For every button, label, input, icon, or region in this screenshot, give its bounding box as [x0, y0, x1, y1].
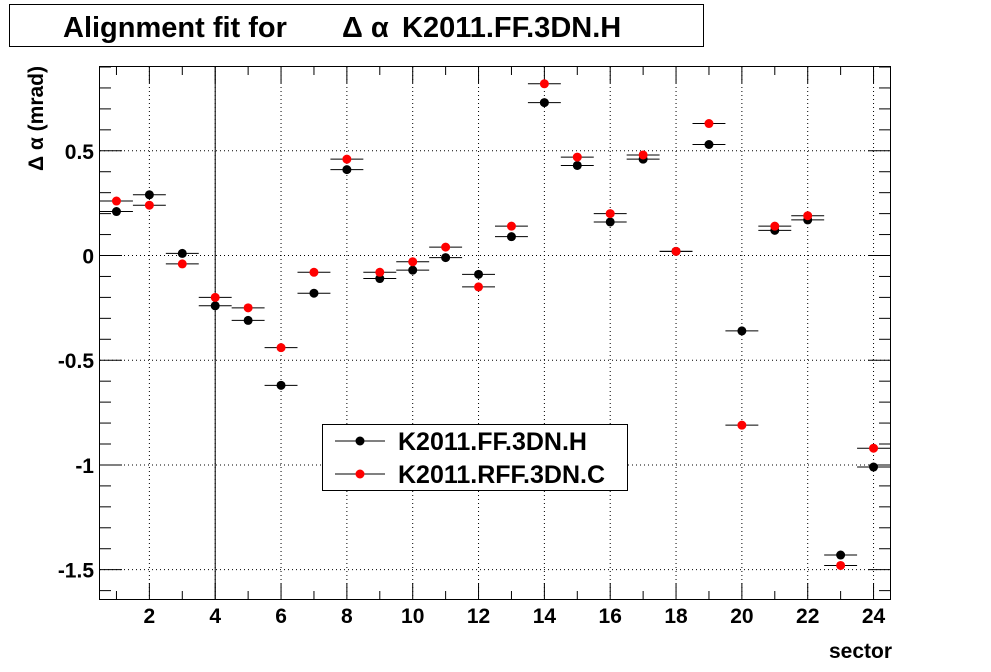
point-s2 [111, 196, 121, 206]
point-s2 [276, 343, 286, 353]
point-s2 [539, 79, 549, 89]
point-s1 [836, 550, 846, 560]
point-s1 [704, 139, 714, 149]
x-tick-label: 22 [796, 605, 819, 628]
point-s2 [671, 246, 681, 256]
point-s1 [539, 98, 549, 108]
point-s1 [375, 274, 385, 284]
chart-title-prefix: Alignment fit for [63, 12, 287, 44]
x-tick-label: 4 [209, 605, 221, 628]
point-s2 [309, 267, 319, 277]
title-box: Alignment fit for Δ α K2011.FF.3DN.H [9, 4, 704, 47]
point-s2 [441, 242, 451, 252]
y-tick-label: 0.5 [65, 141, 95, 164]
x-tick-label: 14 [533, 605, 557, 628]
point-s2 [704, 119, 714, 129]
point-s1 [869, 462, 879, 472]
point-s2 [803, 211, 813, 221]
x-tick-label: 12 [467, 605, 490, 628]
legend-label-2: K2011.RFF.3DN.C [398, 461, 605, 489]
legend-entry-2: K2011.RFF.3DN.C [335, 461, 605, 489]
point-s1 [441, 253, 451, 263]
legend-label-1: K2011.FF.3DN.H [398, 428, 587, 456]
y-tick-label: -1 [75, 455, 94, 478]
chart-title-symbol: Δ α [342, 12, 389, 44]
point-s2 [605, 209, 615, 219]
point-s1 [144, 190, 154, 200]
axes: 2 4 6 8 10 12 14 16 18 20 22 240.50-0.5-1-1.5 [58, 66, 890, 628]
point-s2 [737, 420, 747, 430]
point-s2 [375, 267, 385, 277]
point-s2 [243, 303, 253, 313]
point-s2 [342, 154, 352, 164]
point-s2 [506, 221, 516, 231]
data-points [100, 79, 890, 570]
point-s1 [408, 265, 418, 275]
point-s1 [605, 217, 615, 227]
point-s2 [638, 150, 648, 160]
point-s2 [836, 560, 846, 570]
chart-title-suffix: K2011.FF.3DN.H [402, 12, 621, 44]
y-tick-label: -1.5 [58, 560, 95, 583]
point-s1 [111, 207, 121, 217]
point-s1 [474, 269, 484, 279]
legend-marker-1 [355, 436, 365, 446]
x-tick-label: 24 [862, 605, 886, 628]
legend-marker-2 [355, 469, 365, 479]
x-tick-label: 8 [341, 605, 353, 628]
x-tick-label: 20 [730, 605, 753, 628]
point-s1 [243, 315, 253, 325]
point-s1 [276, 380, 286, 390]
x-axis-label: sector [829, 640, 892, 663]
y-tick-label: -0.5 [58, 350, 95, 373]
point-s1 [177, 248, 187, 258]
point-s2 [572, 152, 582, 162]
plot-frame [99, 66, 891, 600]
point-s1 [737, 326, 747, 336]
point-s1 [572, 160, 582, 170]
point-s1 [506, 232, 516, 242]
legend-entry-1: K2011.FF.3DN.H [335, 428, 587, 456]
y-axis-label: Δ α (mrad) [25, 66, 48, 171]
x-tick-label: 18 [664, 605, 688, 628]
legend-box [322, 424, 628, 491]
y-tick-label: 0 [82, 246, 94, 269]
point-s2 [144, 200, 154, 210]
point-s2 [869, 443, 879, 453]
x-tick-label: 6 [275, 605, 287, 628]
point-s1 [309, 288, 319, 298]
legend: K2011.FF.3DN.H K2011.RFF.3DN.C [322, 424, 628, 491]
point-s2 [210, 292, 220, 302]
x-tick-label: 10 [401, 605, 424, 628]
point-s1 [342, 165, 352, 175]
point-s2 [474, 282, 484, 292]
point-s1 [210, 301, 220, 311]
point-s2 [408, 257, 418, 267]
point-s2 [177, 259, 187, 269]
x-tick-label: 2 [144, 605, 156, 628]
x-tick-label: 16 [599, 605, 622, 628]
point-s2 [770, 221, 780, 231]
